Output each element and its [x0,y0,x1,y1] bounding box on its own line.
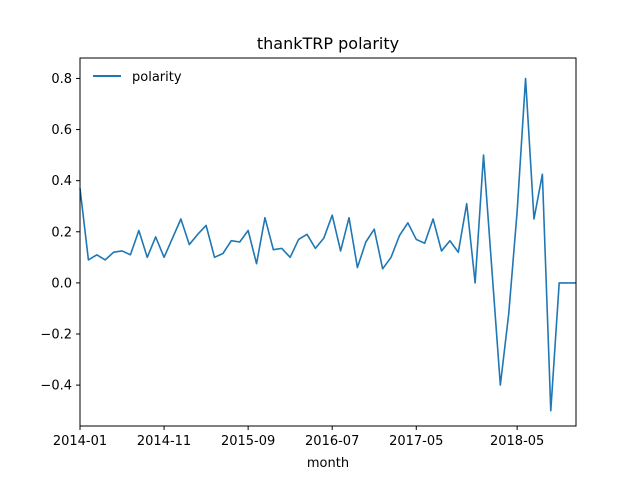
x-tick-label: 2018-05 [490,434,544,449]
x-tick-label: 2017-05 [389,434,443,449]
y-tick-label: 0.2 [51,225,72,240]
y-tick-label: −0.4 [40,379,72,394]
x-axis: 2014-01 2014-11 2015-09 2016-07 2017-05 2018-… [53,426,544,449]
series-line-polarity [79,77,576,412]
plot-frame [79,57,577,427]
y-tick-label: 0.4 [51,174,72,189]
x-axis-label: month [307,456,349,471]
legend: polarity [93,70,182,85]
x-tick-label: 2014-11 [137,434,191,449]
y-axis: −0.4 −0.2 0.0 0.2 0.4 0.6 0.8 [40,72,80,394]
x-tick-label: 2014-01 [53,434,107,449]
y-tick-label: −0.2 [40,328,72,343]
x-tick-label: 2015-09 [221,434,275,449]
x-tick-label: 2016-07 [305,434,359,449]
chart-title: thankTRP polarity [257,34,399,53]
legend-label-polarity: polarity [132,70,182,85]
y-tick-label: 0.8 [51,72,72,87]
y-tick-label: 0.6 [51,123,72,138]
y-tick-label: 0.0 [51,276,72,291]
